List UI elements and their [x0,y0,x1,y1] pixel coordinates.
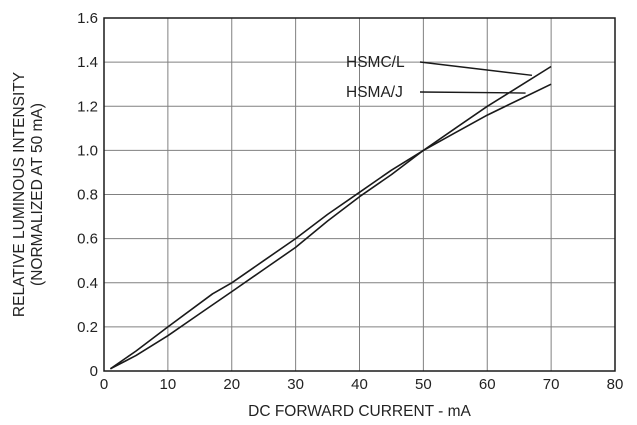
y-tick-label: 0.8 [77,187,98,204]
x-tick-label: 80 [607,376,624,393]
y-tick-label: 0.2 [77,319,98,336]
series-leader-line-0 [419,61,533,77]
series-line-0 [110,65,552,370]
series-leader-line-1 [419,91,526,94]
y-tick-label: 1.4 [77,54,98,71]
y-tick-label: 0.6 [77,231,98,248]
x-axis-title: DC FORWARD CURRENT - mA [248,403,471,420]
x-tick-label: 50 [415,376,432,393]
plot-frame [103,17,616,372]
y-axis-title-line-1: RELATIVE LUMINOUS INTENSITY [11,72,28,317]
grid [104,18,615,371]
x-tick-label: 70 [543,376,560,393]
series-labels: HSMC/L HSMA/J [346,54,533,101]
y-tick-label: 0.4 [77,275,98,292]
x-tick-label: 60 [479,376,496,393]
x-tick-label: 40 [351,376,368,393]
y-axis-title-line-2: (NORMALIZED AT 50 mA) [29,103,46,286]
y-tick-label: 1.2 [77,98,98,115]
series-line-1 [109,83,552,370]
series-label-1: HSMA/J [346,84,403,101]
y-tick-label: 0 [90,363,98,380]
series-group [109,65,552,370]
x-tick-label: 30 [287,376,304,393]
y-tick-label: 1.0 [77,142,98,159]
tick-labels: 0 10 20 30 40 50 60 70 80 0 0.2 0.4 0.6 0.8 1.0 1.2 1.4 1… [77,10,623,393]
x-tick-label: 10 [160,376,177,393]
series-label-0: HSMC/L [346,54,405,71]
x-tick-label: 20 [223,376,240,393]
y-tick-label: 1.6 [77,10,98,27]
x-tick-label: 0 [100,376,108,393]
